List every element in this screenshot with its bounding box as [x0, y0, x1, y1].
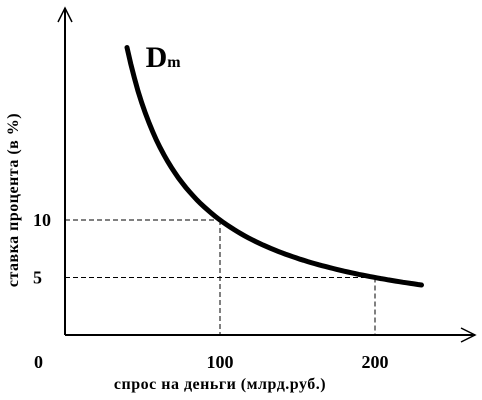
axes — [57, 6, 477, 343]
y-tick-labels: 10 5 — [33, 210, 51, 288]
x-tick-label-0: 100 — [207, 352, 234, 372]
series-label-sub: m — [167, 54, 181, 71]
y-axis-title: ставка процента (в %) — [5, 113, 22, 287]
x-tick-label-1: 200 — [362, 352, 389, 372]
reference-guides — [65, 219, 376, 335]
origin-label: 0 — [34, 352, 43, 372]
y-axis-arrow — [57, 6, 73, 23]
series-label-main: D — [146, 41, 168, 74]
series-label: Dm — [146, 41, 182, 74]
y-tick-label-0: 10 — [33, 210, 51, 230]
x-axis-arrow — [460, 327, 477, 343]
y-tick-label-1: 5 — [33, 268, 42, 288]
x-axis-title: спрос на деньги (млрд.руб.) — [114, 376, 326, 393]
x-tick-labels: 100 200 — [207, 352, 389, 372]
demand-curve — [124, 45, 424, 288]
